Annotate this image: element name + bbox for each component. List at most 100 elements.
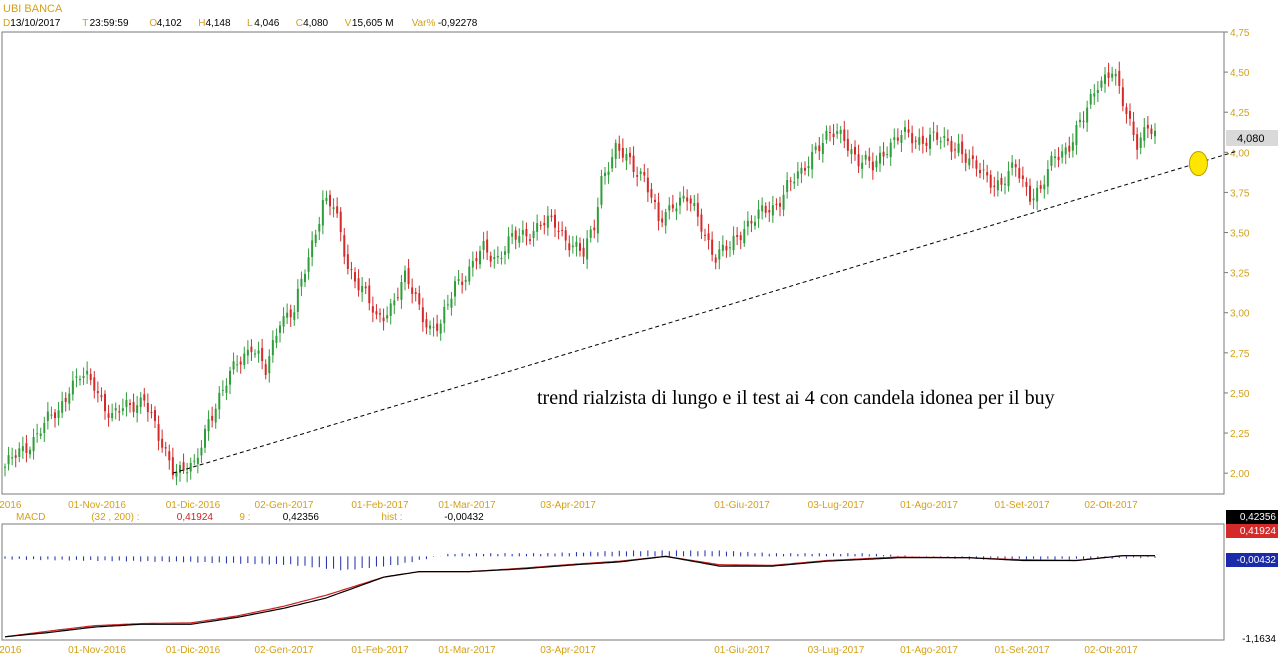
svg-text:0,41924: 0,41924 [1240, 526, 1277, 537]
candle [1054, 149, 1056, 168]
ohlc-field-key: H [198, 18, 205, 29]
x-tick-label: 01-Giu-2017 [714, 500, 770, 511]
price-tick-label: 3,25 [1230, 269, 1250, 280]
x-tick-label: 01-Dic-2016 [166, 500, 221, 511]
x-tick-label: 01-Dic-2016 [166, 645, 221, 656]
ohlc-field: H 4,148 [198, 18, 231, 29]
candle [786, 172, 789, 199]
candle [875, 155, 878, 172]
candle [700, 208, 703, 239]
candle [989, 170, 992, 194]
ohlc-field: O 4,102 [149, 18, 182, 29]
candle [1000, 173, 1003, 192]
candle [421, 297, 424, 332]
candle [743, 220, 746, 247]
candle [186, 462, 189, 483]
candle [586, 230, 589, 269]
candle [1057, 147, 1060, 168]
candle [571, 236, 574, 254]
candle [79, 375, 81, 386]
candle [721, 235, 724, 257]
ohlc-field-key: O [149, 18, 157, 29]
candle [818, 136, 821, 160]
candle [925, 137, 928, 153]
candle [468, 258, 471, 286]
candle [393, 293, 396, 315]
candle [796, 162, 799, 187]
candle [1139, 132, 1142, 155]
candle [239, 356, 242, 374]
candle [1018, 159, 1021, 183]
price-panel [1, 31, 1225, 495]
macd-legend-item: MACD [16, 512, 45, 523]
x-tick-label: Ott-2016 [0, 645, 22, 656]
ohlc-field-value: -0,92278 [438, 18, 478, 29]
candle [643, 163, 646, 183]
candle [43, 416, 46, 442]
candle [1032, 188, 1035, 210]
candle [1143, 117, 1146, 148]
candle [1050, 151, 1053, 171]
candle [329, 190, 331, 216]
candle [832, 124, 835, 146]
price-x-axis: Ott-2016 01-Nov-2016 01-Dic-2016 02-Gen-201… [0, 500, 1138, 511]
candle [600, 169, 603, 209]
candle [161, 429, 164, 453]
candle [757, 199, 760, 228]
candle [521, 220, 524, 243]
candle [886, 146, 889, 159]
candle [664, 208, 667, 234]
test-marker [1188, 151, 1208, 177]
candle [400, 275, 403, 309]
candle [671, 194, 674, 213]
candle [975, 155, 978, 177]
candle [357, 269, 360, 297]
candle [482, 231, 485, 260]
x-tick-label: 01-Mar-2017 [438, 500, 496, 511]
candle [1036, 180, 1039, 211]
x-tick-label: 01-Mar-2017 [438, 645, 496, 656]
candle [346, 244, 349, 275]
candle [289, 304, 292, 327]
candle [443, 299, 446, 333]
candle [1104, 66, 1106, 93]
candle [254, 349, 256, 358]
candle [896, 128, 899, 145]
candle [386, 306, 389, 323]
candle [1046, 160, 1049, 195]
macd-x-axis: Ott-2016 01-Nov-2016 01-Dic-2016 02-Gen-201… [0, 645, 1138, 656]
candle [829, 125, 831, 142]
candle [1125, 103, 1128, 124]
candle [1146, 116, 1149, 139]
candle [807, 156, 810, 177]
price-tick-label: 2,50 [1230, 389, 1250, 400]
candle [229, 366, 231, 395]
candle [464, 275, 467, 291]
candle [943, 127, 946, 148]
svg-text:-1,1634: -1,1634 [1242, 634, 1276, 645]
candle [1029, 178, 1031, 206]
candle [500, 251, 503, 265]
candle [454, 276, 456, 306]
candle [236, 355, 239, 373]
candle [764, 202, 767, 218]
candle [214, 403, 217, 429]
candle [232, 352, 235, 375]
candle [343, 227, 346, 265]
candle [529, 233, 531, 245]
candle [457, 269, 460, 285]
macd-y-label: -1,1634 [1242, 634, 1276, 645]
candle [1136, 127, 1139, 160]
candle [971, 146, 974, 169]
x-tick-label: 03-Apr-2017 [540, 500, 596, 511]
candle [668, 197, 671, 220]
candle [821, 133, 824, 163]
candle [46, 402, 49, 430]
candle [986, 164, 989, 183]
candle [711, 231, 714, 262]
ohlc-field: V 15,605 M [345, 18, 394, 29]
candle [211, 406, 214, 428]
candle [225, 378, 228, 401]
ohlc-field-value: 4,102 [157, 18, 182, 29]
candle [1132, 111, 1135, 142]
